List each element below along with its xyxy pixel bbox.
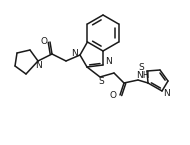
Text: N: N (36, 61, 42, 70)
Text: N: N (106, 58, 112, 67)
Text: O: O (109, 90, 116, 99)
Text: S: S (138, 62, 144, 71)
Text: S: S (98, 77, 104, 87)
Text: N: N (164, 88, 170, 97)
Text: O: O (40, 38, 48, 47)
Text: N: N (72, 48, 78, 58)
Text: NH: NH (136, 71, 150, 80)
